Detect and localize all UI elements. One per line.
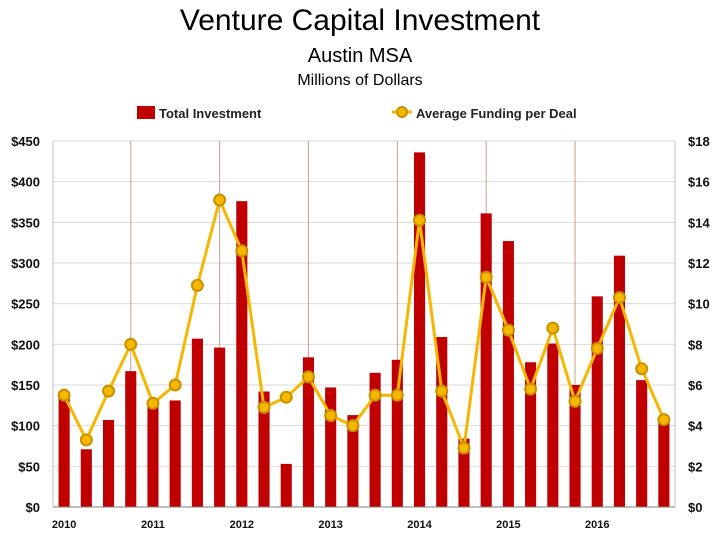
x-tick-label: 2015: [496, 519, 520, 531]
avg-funding-marker: [301, 370, 315, 384]
investment-bar: [458, 438, 470, 507]
avg-funding-marker: [146, 396, 160, 410]
right-tick-label: $0: [688, 500, 702, 515]
investment-bar: [302, 357, 315, 507]
left-tick-label: $200: [11, 337, 40, 352]
avg-funding-marker: [657, 413, 671, 427]
investment-bar: [125, 371, 137, 507]
avg-funding-marker: [168, 378, 182, 392]
left-tick-label: $100: [11, 419, 40, 434]
legend-label-avg-funding: Average Funding per Deal: [416, 106, 577, 121]
investment-bar: [280, 463, 292, 507]
x-tick-label: 2010: [52, 519, 76, 531]
left-tick-label: $350: [11, 215, 40, 230]
x-tick-label: 2012: [230, 519, 254, 531]
avg-funding-marker: [190, 278, 204, 292]
investment-bar: [325, 387, 337, 507]
investment-bar: [547, 343, 559, 507]
investment-bar: [613, 255, 626, 507]
right-tick-label: $12: [688, 256, 710, 271]
investment-bar: [480, 213, 492, 508]
avg-funding-marker: [501, 323, 515, 337]
right-tick-label: $16: [688, 175, 710, 190]
left-tick-label: $400: [11, 175, 40, 190]
legend-swatch-total-investment: [137, 106, 155, 119]
legend-marker-avg-funding: [396, 106, 408, 118]
legend-label-total-investment: Total Investment: [159, 106, 262, 121]
investment-bar: [191, 338, 203, 507]
avg-funding-line: [62, 198, 666, 450]
x-tick-label: 2013: [318, 519, 342, 531]
investment-bar: [169, 400, 181, 507]
investment-bar: [80, 449, 92, 507]
right-tick-label: $10: [688, 297, 710, 312]
chart-units-label: Millions of Dollars: [297, 72, 423, 89]
left-tick-label: $450: [11, 134, 40, 149]
investment-bar: [436, 337, 448, 507]
avg-funding-marker: [213, 193, 227, 207]
avg-funding-marker: [524, 382, 538, 396]
left-tick-label: $150: [11, 378, 40, 393]
avg-funding-marker: [324, 409, 338, 422]
right-tick-label: $18: [688, 134, 710, 149]
avg-funding-marker: [457, 441, 471, 455]
investment-bar: [347, 415, 359, 507]
avg-funding-marker: [590, 341, 604, 355]
avg-funding-marker: [413, 213, 427, 227]
avg-funding-marker: [235, 244, 249, 258]
investment-bar: [369, 372, 381, 507]
left-tick-label: $0: [26, 500, 40, 515]
left-tick-label: $250: [11, 297, 40, 312]
avg-funding-marker: [368, 388, 382, 402]
right-tick-label: $4: [688, 419, 703, 434]
avg-funding-marker: [57, 388, 71, 402]
avg-funding-marker: [257, 400, 271, 414]
chart-title: Venture Capital Investment: [179, 4, 541, 37]
investment-bar: [413, 152, 426, 508]
left-tick-label: $300: [11, 256, 40, 271]
investment-bar: [236, 201, 248, 508]
investment-bar: [525, 362, 537, 507]
avg-funding-marker: [346, 419, 360, 433]
investment-bar: [258, 391, 270, 507]
investment-bar: [569, 385, 581, 507]
avg-funding-marker: [635, 362, 649, 376]
investment-bar: [502, 241, 514, 508]
x-tick-label: 2011: [141, 519, 165, 531]
right-tick-label: $8: [688, 337, 702, 352]
right-tick-label: $14: [688, 215, 710, 230]
right-tick-label: $2: [688, 459, 702, 474]
investment-bar: [591, 296, 603, 507]
avg-funding-marker: [124, 337, 138, 351]
x-tick-label: 2014: [407, 519, 432, 531]
investment-bar: [658, 419, 670, 507]
investment-bar: [102, 419, 115, 507]
x-tick-label: 2016: [585, 519, 609, 531]
avg-funding-marker: [390, 388, 404, 402]
avg-funding-marker: [568, 394, 582, 408]
left-tick-label: $50: [18, 459, 40, 474]
investment-bar: [391, 359, 403, 507]
avg-funding-marker: [435, 384, 449, 398]
avg-funding-marker: [79, 433, 93, 447]
investment-bar: [214, 347, 226, 507]
avg-funding-marker: [102, 384, 116, 398]
chart-subtitle: Austin MSA: [307, 45, 413, 67]
avg-funding-marker: [612, 291, 626, 305]
avg-funding-marker: [479, 270, 493, 284]
avg-funding-marker: [546, 321, 560, 335]
investment-bar: [58, 395, 70, 507]
avg-funding-marker: [279, 390, 293, 404]
investment-bar: [147, 399, 159, 507]
right-tick-label: $6: [688, 378, 702, 393]
investment-bar: [636, 380, 648, 507]
